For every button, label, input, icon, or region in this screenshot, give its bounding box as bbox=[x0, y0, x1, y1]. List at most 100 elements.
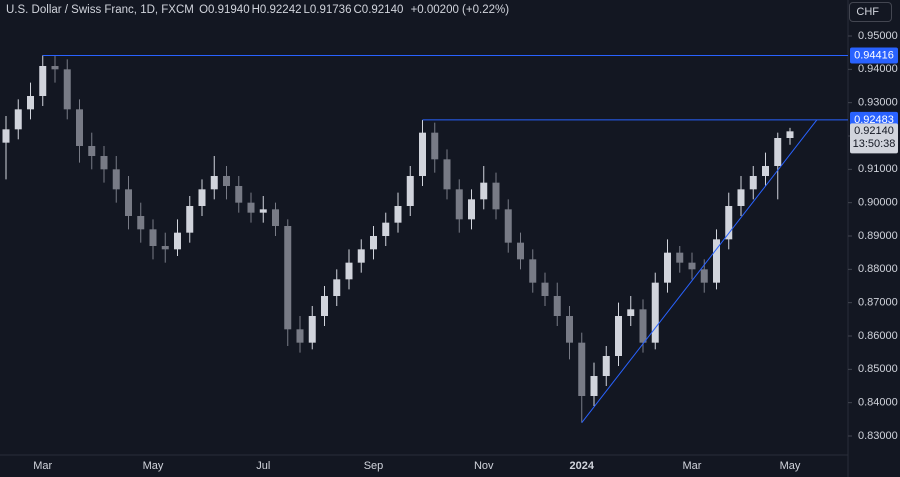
candle-body bbox=[308, 316, 316, 343]
x-tick-label: 2024 bbox=[570, 460, 595, 472]
candle-body bbox=[357, 249, 365, 263]
y-tick-label: 0.86000 bbox=[858, 330, 898, 342]
candle-body bbox=[2, 129, 10, 143]
candle-body bbox=[345, 262, 353, 280]
candle-body bbox=[480, 182, 488, 200]
candle-body bbox=[615, 316, 622, 356]
level-label: 0.94416 bbox=[854, 49, 894, 61]
candle-body bbox=[100, 156, 108, 170]
y-tick-label: 0.89000 bbox=[858, 230, 898, 242]
change: +0.00200 (+0.22%) bbox=[410, 4, 510, 16]
candle-body bbox=[590, 376, 598, 396]
candle-body bbox=[63, 69, 71, 110]
y-tick-label: 0.88000 bbox=[858, 263, 898, 275]
y-tick-label: 0.95000 bbox=[858, 30, 898, 42]
ohlc-key: O bbox=[199, 4, 209, 16]
trendline bbox=[581, 119, 818, 423]
candle-body bbox=[174, 232, 181, 250]
currency-button[interactable]: CHF bbox=[849, 2, 892, 22]
candle-body bbox=[259, 209, 267, 213]
candle-body bbox=[431, 132, 439, 160]
countdown: 13:50:38 bbox=[853, 138, 896, 150]
x-tick-label: Sep bbox=[364, 460, 384, 472]
candle-body bbox=[786, 131, 794, 138]
candle-body bbox=[529, 259, 537, 283]
y-tick-label: 0.94000 bbox=[858, 63, 898, 75]
candle-body bbox=[27, 96, 34, 110]
y-tick-label: 0.93000 bbox=[858, 97, 898, 109]
candle-body bbox=[762, 166, 769, 176]
candle-body bbox=[39, 66, 47, 96]
candle-body bbox=[639, 309, 647, 343]
candle-body bbox=[394, 206, 402, 223]
candle-body bbox=[186, 206, 194, 233]
candle-body bbox=[382, 222, 390, 236]
y-tick-label: 0.85000 bbox=[858, 363, 898, 375]
candle-body bbox=[737, 189, 745, 206]
level-label-box bbox=[850, 47, 898, 64]
candle-body bbox=[492, 182, 500, 210]
ohlc-value: 0.92242 bbox=[259, 4, 302, 16]
candle-body bbox=[272, 209, 279, 226]
candle-body bbox=[602, 356, 610, 376]
candle-body bbox=[223, 176, 230, 186]
candle-body bbox=[76, 109, 83, 146]
last-price-label: 0.92140 bbox=[854, 125, 894, 137]
candle-body bbox=[14, 109, 22, 130]
candle-body bbox=[321, 296, 328, 316]
candle-body bbox=[125, 189, 132, 216]
candle-body bbox=[419, 132, 426, 176]
candle-body bbox=[370, 236, 377, 250]
x-tick-label: May bbox=[143, 460, 164, 472]
y-tick-label: 0.91000 bbox=[858, 163, 898, 175]
candle-body bbox=[578, 342, 586, 396]
candle-body bbox=[749, 176, 757, 190]
candle-body bbox=[725, 206, 733, 240]
candle-body bbox=[651, 282, 659, 343]
candle-body bbox=[700, 269, 708, 283]
candle-body bbox=[553, 296, 561, 316]
candle-body bbox=[676, 252, 684, 263]
candle-body bbox=[210, 176, 218, 190]
ohlc-value: 0.91736 bbox=[309, 4, 352, 16]
legend: U.S. Dollar / Swiss Franc, 1D, FXCM O0.9… bbox=[6, 4, 511, 16]
x-tick-label: May bbox=[780, 460, 801, 472]
candle-body bbox=[688, 262, 696, 270]
y-tick-label: 0.87000 bbox=[858, 297, 898, 309]
candle-body bbox=[455, 189, 463, 220]
ohlc: O0.91940 H0.92242 L0.91736 C0.92140 bbox=[199, 4, 405, 16]
candle-body bbox=[664, 252, 671, 283]
candle-body bbox=[51, 66, 59, 70]
candle-body bbox=[137, 216, 145, 230]
candle-body bbox=[247, 202, 255, 213]
x-tick-label: Nov bbox=[474, 460, 494, 472]
candle-body bbox=[296, 329, 304, 343]
symbol-title: U.S. Dollar / Swiss Franc, 1D, FXCM bbox=[6, 4, 194, 16]
candle-body bbox=[112, 169, 120, 190]
candle-body bbox=[443, 159, 451, 190]
candle-body bbox=[198, 189, 206, 206]
candle-body bbox=[504, 209, 512, 243]
candle-body bbox=[88, 146, 96, 156]
x-tick-label: Mar bbox=[683, 460, 702, 472]
candle-body bbox=[541, 282, 549, 296]
ohlc-key: L bbox=[303, 4, 310, 16]
candle-body bbox=[517, 242, 524, 260]
y-tick-label: 0.90000 bbox=[858, 197, 898, 209]
y-tick-label: 0.83000 bbox=[858, 430, 898, 442]
candle-body bbox=[235, 186, 243, 203]
candle-body bbox=[468, 199, 475, 220]
candle-body bbox=[406, 176, 414, 206]
y-tick-label: 0.84000 bbox=[858, 397, 898, 409]
candle-body bbox=[566, 316, 573, 343]
ohlc-key: C bbox=[353, 4, 362, 16]
candle-body bbox=[713, 239, 720, 283]
ohlc-value: 0.92140 bbox=[361, 4, 404, 16]
x-tick-label: Mar bbox=[33, 460, 52, 472]
ohlc-value: 0.91940 bbox=[208, 4, 250, 16]
candle-body bbox=[149, 229, 157, 246]
ohlc-key: H bbox=[251, 4, 260, 16]
level-label: 0.92483 bbox=[854, 114, 894, 126]
